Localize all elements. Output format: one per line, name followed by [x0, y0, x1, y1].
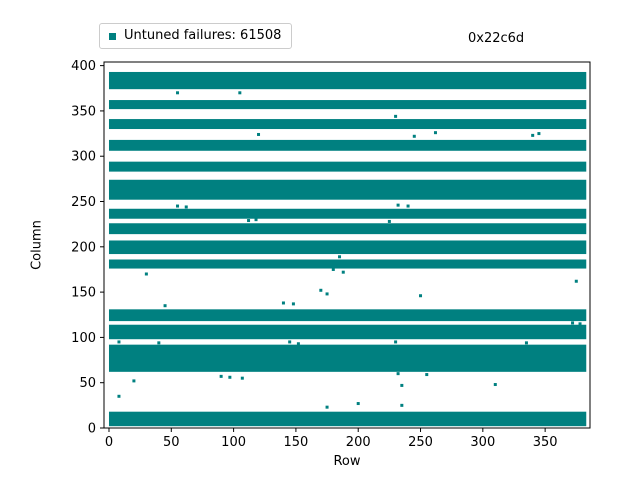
failure-point — [144, 272, 148, 276]
failure-point — [288, 340, 292, 344]
failure-point — [578, 322, 582, 326]
failure-point — [117, 340, 121, 344]
failure-point — [338, 255, 342, 259]
legend-marker-icon — [109, 32, 116, 40]
annotation-text: 0x22c6d — [468, 31, 525, 46]
failure-band — [108, 71, 587, 90]
x-tick-label: 200 — [346, 435, 371, 450]
failure-point — [400, 383, 404, 387]
x-tick-label: 250 — [408, 435, 433, 450]
failure-point — [571, 321, 575, 325]
failure-point — [296, 342, 300, 346]
failure-point — [406, 204, 410, 208]
failure-point — [524, 341, 528, 345]
failure-point — [433, 131, 437, 135]
failure-point — [400, 403, 404, 407]
legend-label: Untuned failures: 61508 — [124, 28, 282, 43]
failure-point — [387, 219, 391, 223]
failure-point — [493, 383, 497, 387]
failure-point — [254, 218, 258, 222]
failure-point — [176, 204, 180, 208]
failure-point — [394, 340, 398, 344]
x-tick-label: 300 — [470, 435, 495, 450]
y-axis-label: Column — [29, 220, 45, 270]
failure-band — [108, 259, 587, 269]
failure-point — [574, 279, 578, 283]
x-tick-label: 100 — [221, 435, 246, 450]
failure-band — [108, 240, 587, 255]
failure-point — [163, 304, 167, 308]
failure-point — [531, 133, 535, 137]
failure-point — [341, 270, 345, 274]
failure-point — [419, 294, 423, 298]
failure-point — [396, 203, 400, 207]
failure-band — [108, 344, 587, 372]
failure-point — [394, 114, 398, 118]
y-tick-label: 100 — [71, 331, 96, 346]
x-tick-label: 350 — [533, 435, 558, 450]
y-tick-label: 350 — [71, 104, 96, 119]
y-tick-label: 200 — [71, 240, 96, 255]
failure-point — [184, 205, 188, 209]
failure-point — [257, 132, 261, 136]
x-tick-label: 50 — [163, 435, 180, 450]
failure-point — [176, 91, 180, 95]
failure-band — [108, 179, 587, 200]
failure-point — [240, 376, 244, 380]
failure-band — [108, 139, 587, 151]
failure-point — [219, 374, 223, 378]
x-tick-label: 0 — [105, 435, 113, 450]
failure-point — [537, 132, 541, 136]
failure-band — [108, 309, 587, 322]
failure-point — [117, 394, 121, 398]
failure-point — [331, 267, 335, 271]
failure-point — [132, 379, 136, 383]
failure-band — [108, 223, 587, 235]
failure-point — [396, 372, 400, 376]
failure-band — [108, 119, 587, 130]
y-tick-label: 250 — [71, 195, 96, 210]
failure-point — [325, 405, 329, 409]
y-tick-label: 0 — [88, 422, 96, 437]
x-tick-label: 150 — [283, 435, 308, 450]
failure-point — [157, 341, 161, 345]
y-tick-label: 150 — [71, 286, 96, 301]
failure-point — [228, 375, 232, 379]
failure-point — [247, 219, 251, 223]
y-tick-label: 300 — [71, 150, 96, 165]
failure-band — [108, 161, 587, 172]
failure-band — [108, 100, 587, 110]
failure-point — [325, 292, 329, 296]
failure-band — [108, 324, 587, 340]
failure-point — [319, 288, 323, 292]
failure-point — [291, 302, 295, 306]
plot-frame — [103, 61, 591, 429]
failure-point — [238, 91, 242, 95]
y-tick-label: 50 — [79, 376, 96, 391]
legend: Untuned failures: 61508 — [99, 23, 293, 49]
y-tick-label: 400 — [71, 59, 96, 74]
x-axis-label: Row — [333, 454, 361, 469]
failure-point — [356, 402, 360, 406]
failure-point — [281, 301, 285, 305]
failure-point — [425, 373, 429, 377]
failure-point — [412, 134, 416, 138]
failure-band — [108, 411, 587, 427]
failure-band — [108, 208, 587, 219]
